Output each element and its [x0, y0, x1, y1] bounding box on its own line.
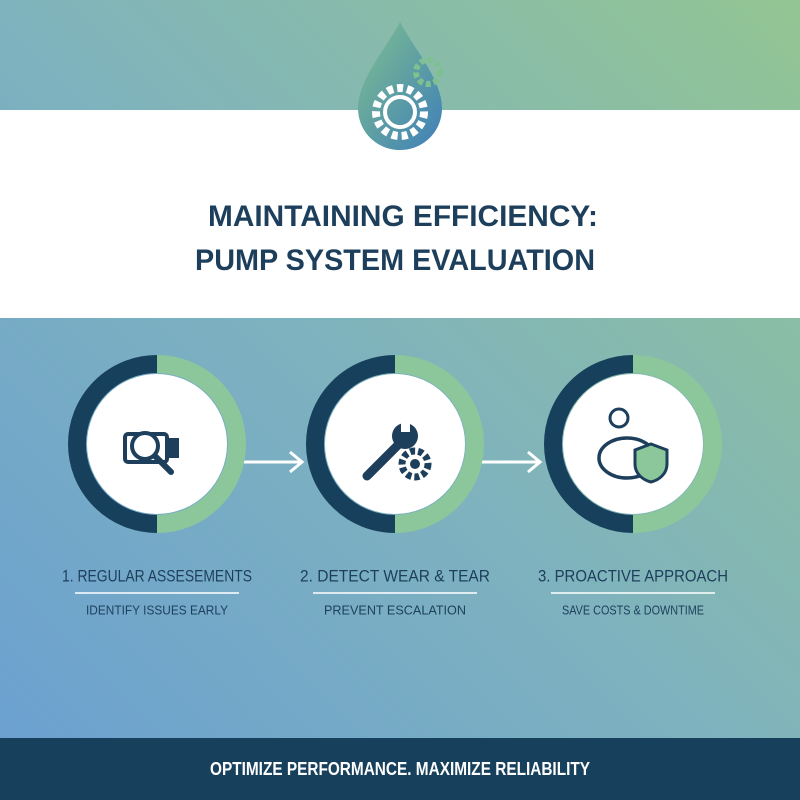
steps: 1. REGULAR ASSESEMENTS IDENTIFY ISSUES EA…	[62, 355, 728, 617]
ring-left	[68, 355, 158, 533]
step: 2. DETECT WEAR & TEAR PREVENT ESCALATION	[300, 355, 490, 617]
step: 1. REGULAR ASSESEMENTS IDENTIFY ISSUES EA…	[62, 355, 252, 617]
ring-right	[394, 355, 484, 533]
footer-band	[0, 738, 800, 800]
step-icon	[362, 418, 432, 481]
footer-text: OPTIMIZE PERFORMANCE. MAXIMIZE RELIABILI…	[210, 759, 590, 779]
step: 3. PROACTIVE APPROACH SAVE COSTS & DOWNTI…	[538, 355, 728, 617]
ring-right	[156, 355, 246, 533]
title-line: PUMP SYSTEM EVALUATION	[195, 244, 595, 277]
step-title: 2. DETECT WEAR & TEAR	[300, 566, 490, 585]
ring-right	[632, 355, 722, 533]
step-subtitle: PREVENT ESCALATION	[324, 602, 466, 617]
step-icon	[597, 407, 669, 484]
ring-left	[306, 355, 396, 533]
title-line: MAINTAINING EFFICIENCY:	[208, 200, 598, 233]
drop-gear-icon	[358, 22, 443, 150]
step-title: 3. PROACTIVE APPROACH	[538, 566, 728, 585]
step-title: 1. REGULAR ASSESEMENTS	[62, 566, 252, 585]
ring-left	[544, 355, 634, 533]
step-subtitle: SAVE COSTS & DOWNTIME	[562, 602, 704, 617]
inner-circle	[563, 374, 703, 514]
step-icon	[123, 431, 179, 475]
step-subtitle: IDENTIFY ISSUES EARLY	[86, 602, 228, 617]
